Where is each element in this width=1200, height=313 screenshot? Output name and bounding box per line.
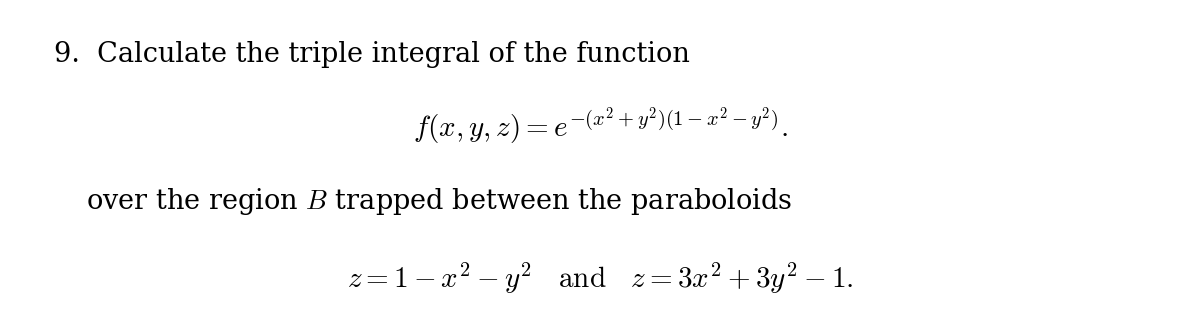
Text: $f(x, y, z) = e^{-(x^2+y^2)(1-x^2-y^2)}.$: $f(x, y, z) = e^{-(x^2+y^2)(1-x^2-y^2)}.… — [413, 106, 787, 148]
Text: 9.  Calculate the triple integral of the function: 9. Calculate the triple integral of the … — [54, 41, 690, 68]
Text: over the region $B$ trapped between the paraboloids: over the region $B$ trapped between the … — [86, 186, 793, 218]
Text: $z = 1 - x^2 - y^2 \quad \text{and} \quad z = 3x^2 + 3y^2 - 1.$: $z = 1 - x^2 - y^2 \quad \text{and} \qua… — [347, 261, 853, 296]
